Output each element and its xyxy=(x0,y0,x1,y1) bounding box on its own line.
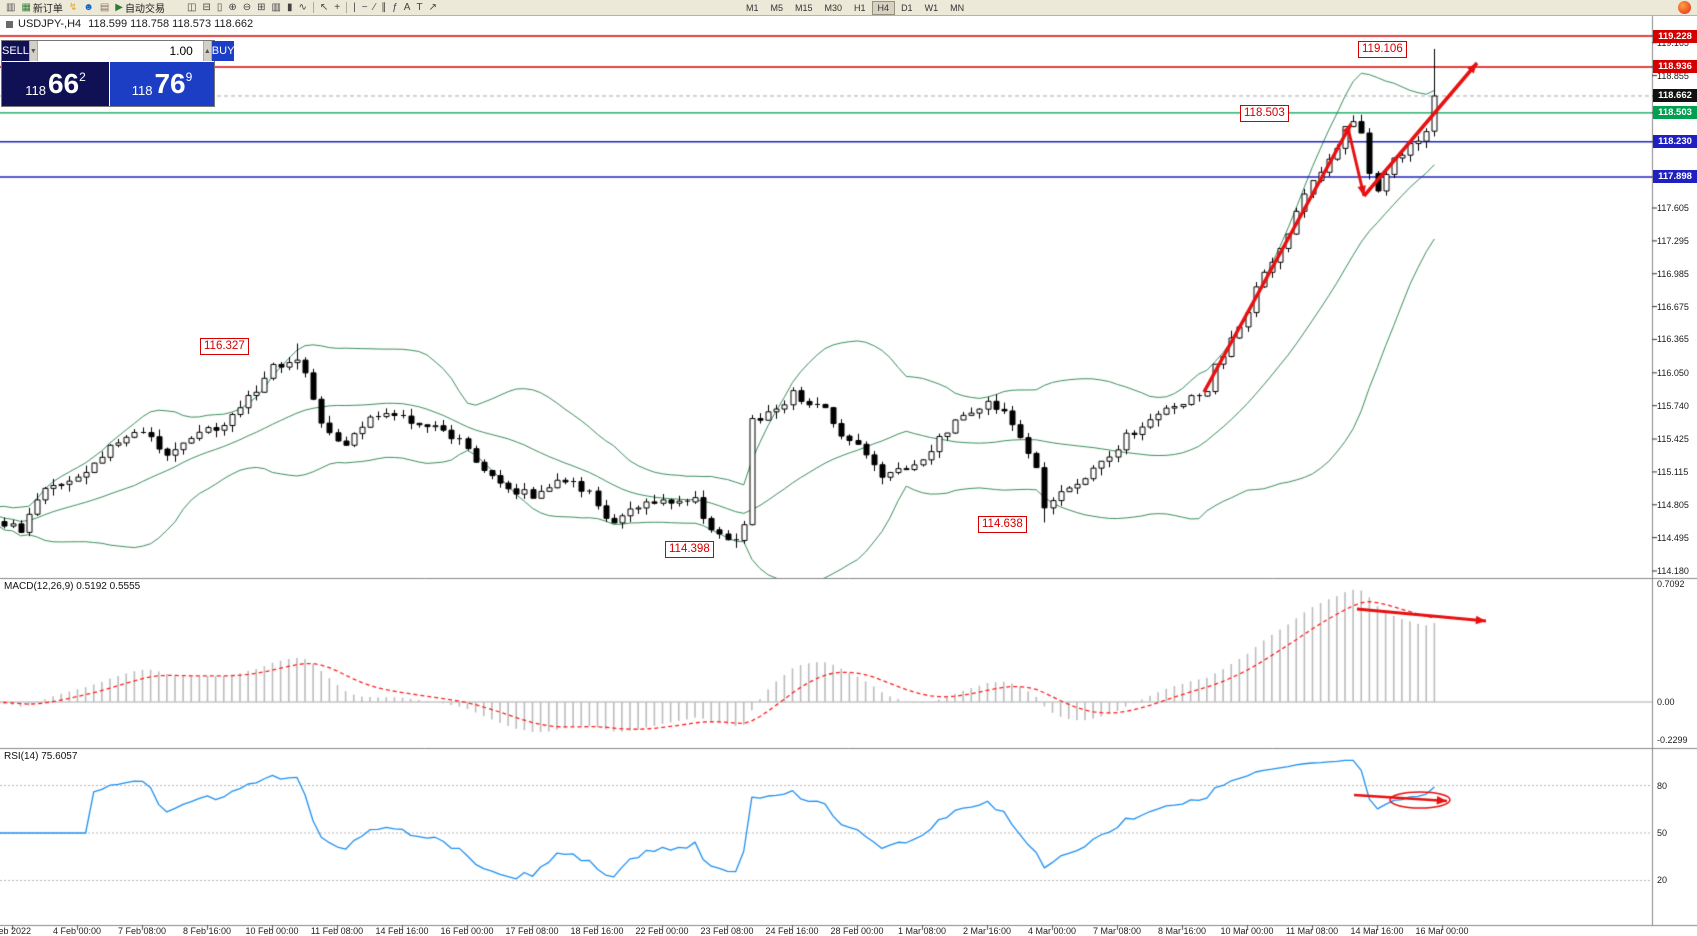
timeframe-m1[interactable]: M1 xyxy=(745,2,759,13)
chart-shift-icon-glyph: ▯ xyxy=(216,2,223,13)
auto-trading-button-label: 自动交易 xyxy=(124,4,165,15)
ask-pips: 76 xyxy=(154,68,186,99)
chart-bullet-icon xyxy=(6,20,13,28)
arrows-icon-glyph: ↗ xyxy=(428,2,437,13)
chart-ohlc: 118.599 118.758 118.573 118.662 xyxy=(88,18,254,30)
cursor-icon-glyph: ↖ xyxy=(319,2,329,13)
price-callout[interactable]: 118.503 xyxy=(1240,105,1289,122)
auto-trading-button-glyph: ▶ xyxy=(115,2,123,13)
market-watch-icon[interactable]: ▤ xyxy=(97,0,112,15)
price-callout[interactable]: 114.398 xyxy=(665,541,714,558)
crosshair-icon[interactable]: + xyxy=(331,0,343,15)
cursor-icon[interactable]: ↖ xyxy=(317,0,331,15)
candle-chart-icon[interactable]: ▮ xyxy=(284,0,296,15)
top-toolbar: ▥ ▦ 新订单 ↯ ☻ ▤ ▶ 自动交易 ◫ ⊟ ▯ ⊕ ⊖ ⊞ ▥ ▮ ∿ ↖ + | − ∕ ∥ ƒ A T ↗ M1 M5 M1… xyxy=(0,0,1697,16)
timeframe-m30[interactable]: M30 xyxy=(824,2,843,13)
zoom-out-icon[interactable]: ⊖ xyxy=(240,0,254,15)
tile-vertical-icon[interactable]: ◫ xyxy=(184,0,199,15)
timeframe-h1[interactable]: H1 xyxy=(854,2,866,13)
price-callout[interactable]: 116.327 xyxy=(200,338,249,355)
lightning-icon-glyph: ↯ xyxy=(68,2,78,13)
ask-integer: 118 xyxy=(131,83,153,98)
fibonacci-icon-glyph: ƒ xyxy=(392,2,398,13)
new-order-button-label: 新订单 xyxy=(32,4,63,15)
volume-input[interactable] xyxy=(37,41,203,61)
channel-icon-glyph: ∥ xyxy=(381,2,387,13)
auto-trading-button[interactable]: ▶ 自动交易 xyxy=(112,0,168,15)
horizontal-line-icon[interactable]: − xyxy=(359,0,371,15)
timeframe-mn[interactable]: MN xyxy=(950,2,965,13)
macd-label: MACD(12,26,9) 0.5192 0.5555 xyxy=(4,581,141,592)
timeframe-m15[interactable]: M15 xyxy=(795,2,813,13)
arrows-icon[interactable]: ↗ xyxy=(426,0,440,15)
terminal-icon-glyph: ▥ xyxy=(6,2,16,13)
bar-chart-icon-glyph: ▥ xyxy=(271,2,281,13)
community-icon[interactable] xyxy=(1678,1,1691,14)
horizontal-line-icon-glyph: − xyxy=(361,2,368,13)
toolbar-separator xyxy=(312,2,314,13)
tile-vertical-icon-glyph: ◫ xyxy=(186,2,197,13)
fibonacci-icon[interactable]: ƒ xyxy=(389,0,401,15)
crosshair-icon-glyph: + xyxy=(334,2,341,13)
ask-price[interactable]: 118 76 9 xyxy=(109,62,214,106)
profile-icon[interactable]: ☻ xyxy=(80,0,97,15)
bar-chart-icon[interactable]: ▥ xyxy=(269,0,284,15)
vertical-line-icon[interactable]: | xyxy=(350,0,359,15)
terminal-icon[interactable]: ▥ xyxy=(3,0,18,15)
volume-up-button[interactable]: ▲ xyxy=(202,41,212,61)
zoom-out-icon-glyph: ⊖ xyxy=(242,2,252,13)
bid-pips: 66 xyxy=(47,68,80,99)
trendline-icon[interactable]: ∕ xyxy=(371,0,379,15)
zoom-in-icon[interactable]: ⊕ xyxy=(225,0,239,15)
timeframe-h4[interactable]: H4 xyxy=(871,0,896,15)
vertical-line-icon-glyph: | xyxy=(353,2,356,13)
lightning-icon[interactable]: ↯ xyxy=(66,0,80,15)
buy-button[interactable]: BUY xyxy=(211,41,235,61)
trade-panel-prices: 118 66 2 118 76 9 xyxy=(2,62,214,106)
price-callout[interactable]: 119.106 xyxy=(1358,41,1407,58)
chart-symbol: USDJPY-,H4 xyxy=(18,18,82,30)
new-order-button-glyph: ▦ xyxy=(21,2,31,13)
channel-icon[interactable]: ∥ xyxy=(378,0,389,15)
text-icon[interactable]: A xyxy=(401,0,414,15)
tile-windows-icon-glyph: ⊞ xyxy=(257,2,266,13)
tile-horizontal-icon-glyph: ⊟ xyxy=(202,2,211,13)
timeframe-w1[interactable]: W1 xyxy=(924,2,939,13)
price-callout[interactable]: 114.638 xyxy=(978,516,1027,533)
trade-panel-controls: SELL ▼ ▲ BUY xyxy=(2,41,235,62)
bid-integer: 118 xyxy=(25,83,46,98)
zoom-in-icon-glyph: ⊕ xyxy=(228,2,237,13)
chart-title: USDJPY-,H4 118.599 118.758 118.573 118.6… xyxy=(6,18,253,30)
label-icon[interactable]: T xyxy=(413,0,425,15)
line-chart-icon-glyph: ∿ xyxy=(298,2,307,13)
market-watch-icon-glyph: ▤ xyxy=(99,2,110,13)
new-order-button[interactable]: ▦ 新订单 xyxy=(18,0,65,15)
text-icon-glyph: A xyxy=(403,2,411,13)
profile-icon-glyph: ☻ xyxy=(83,2,94,13)
trendline-icon-glyph: ∕ xyxy=(373,2,376,13)
ask-point: 9 xyxy=(185,70,193,84)
toolbar-timeframes-group: M1 M5 M15 M30 H1 H4 D1 W1 MN xyxy=(740,0,970,16)
toolbar-separator xyxy=(346,2,348,13)
candle-chart-icon-glyph: ▮ xyxy=(286,2,293,13)
toolbar-left-group: ▥ ▦ 新订单 ↯ ☻ ▤ ▶ 自动交易 xyxy=(3,0,168,16)
tile-windows-icon[interactable]: ⊞ xyxy=(254,0,268,15)
bid-price[interactable]: 118 66 2 xyxy=(2,62,109,106)
timeframe-d1[interactable]: D1 xyxy=(901,2,913,13)
volume-down-button[interactable]: ▼ xyxy=(28,41,38,61)
rsi-label: RSI(14) 75.6057 xyxy=(4,751,78,762)
toolbar-tools-group: ◫ ⊟ ▯ ⊕ ⊖ ⊞ ▥ ▮ ∿ ↖ + | − ∕ ∥ ƒ A T ↗ xyxy=(184,0,440,16)
sell-button[interactable]: SELL xyxy=(2,41,29,61)
line-chart-icon[interactable]: ∿ xyxy=(295,0,309,15)
timeframe-m5[interactable]: M5 xyxy=(770,2,783,13)
bid-point: 2 xyxy=(79,70,86,84)
one-click-trade-panel: SELL ▼ ▲ BUY 118 66 2 118 76 9 xyxy=(1,40,235,107)
label-icon-glyph: T xyxy=(416,2,423,13)
tile-horizontal-icon[interactable]: ⊟ xyxy=(199,0,213,15)
chart-shift-icon[interactable]: ▯ xyxy=(214,0,226,15)
